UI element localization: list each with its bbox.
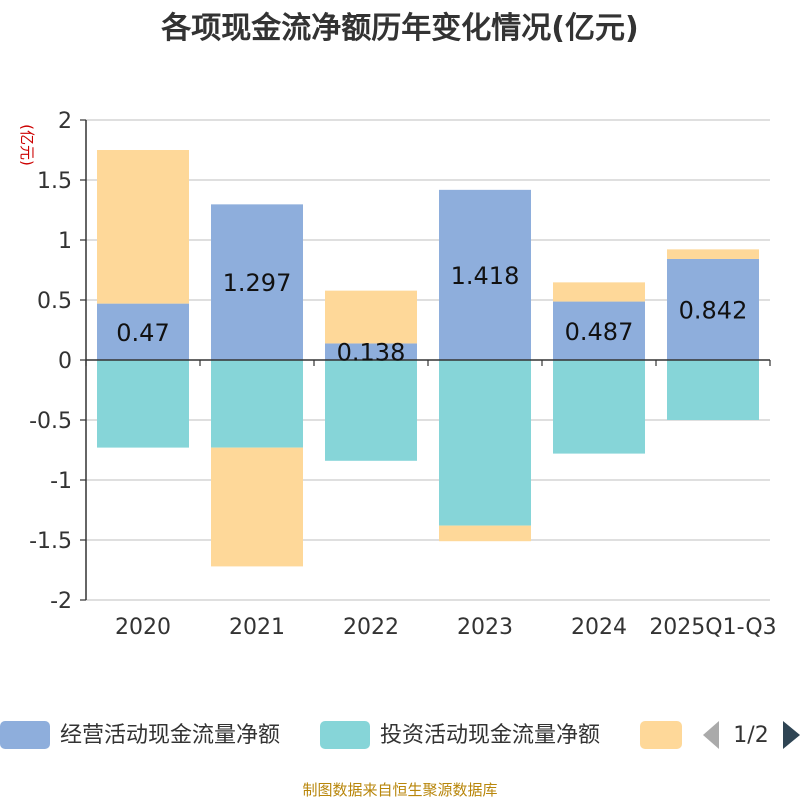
source-note: 制图数据来自恒生聚源数据库 bbox=[302, 781, 497, 799]
data-labels: 0.47 1.297 0.138 1.418 0.487 0.842 bbox=[116, 262, 747, 367]
bar-series0-2022[interactable] bbox=[325, 343, 417, 360]
x-tick-label: 2022 bbox=[343, 615, 399, 640]
triangle-right-icon[interactable] bbox=[783, 721, 800, 749]
y-tick-label: -1.5 bbox=[29, 529, 72, 554]
y-axis-unit: (亿元) bbox=[18, 124, 36, 166]
y-tick-label: 0.5 bbox=[37, 289, 72, 314]
data-label: 0.842 bbox=[679, 296, 748, 324]
bar-series1-2023[interactable] bbox=[439, 360, 531, 526]
x-tick-label: 2023 bbox=[457, 615, 513, 640]
x-tick-label: 2020 bbox=[115, 615, 171, 640]
y-tick-label: -0.5 bbox=[29, 409, 72, 434]
bar-series2-2022[interactable] bbox=[325, 290, 417, 344]
bar-series0-2024[interactable] bbox=[553, 301, 645, 360]
bar-series2-2021[interactable] bbox=[211, 447, 303, 567]
bar-series2-2020[interactable] bbox=[97, 150, 189, 304]
legend-label-operating[interactable]: 经营活动现金流量净额 bbox=[60, 723, 280, 748]
bar-series1-2021[interactable] bbox=[211, 360, 303, 448]
grid-lines bbox=[86, 119, 770, 601]
legend-swatch-operating[interactable] bbox=[0, 721, 50, 749]
y-tick-label: 1.5 bbox=[37, 169, 72, 194]
x-tick-label: 2021 bbox=[229, 615, 285, 640]
bar-series0-2023[interactable] bbox=[439, 189, 531, 360]
legend-swatch-financing[interactable] bbox=[640, 721, 682, 749]
bar-series1-2024[interactable] bbox=[553, 360, 645, 454]
y-tick-label: -1 bbox=[50, 469, 72, 494]
y-axis-ticks: 2 1.5 1 0.5 0 -0.5 -1 -1.5 -2 bbox=[29, 109, 86, 614]
data-label: 1.297 bbox=[223, 269, 292, 297]
bar-series2-2025Q1-Q3[interactable] bbox=[667, 249, 759, 259]
bar-series2-2023[interactable] bbox=[439, 525, 531, 542]
x-tick-label: 2025Q1-Q3 bbox=[649, 615, 776, 640]
legend-swatch-investing[interactable] bbox=[320, 721, 370, 749]
bar-series1-2022[interactable] bbox=[325, 360, 417, 461]
data-label: 1.418 bbox=[451, 262, 520, 290]
bar-series0-2021[interactable] bbox=[211, 204, 303, 360]
bar-series0-2025Q1-Q3[interactable] bbox=[667, 258, 759, 360]
x-axis-labels: 2020 2021 2022 2023 2024 2025Q1-Q3 bbox=[115, 615, 777, 640]
bar-series1-2025Q1-Q3[interactable] bbox=[667, 360, 759, 420]
axes bbox=[85, 120, 771, 600]
y-tick-label: 1 bbox=[58, 229, 72, 254]
y-tick-label: 2 bbox=[58, 109, 72, 134]
triangle-left-icon[interactable] bbox=[703, 721, 719, 749]
data-label: 0.138 bbox=[337, 339, 406, 367]
data-label: 0.47 bbox=[116, 319, 169, 347]
chart-title: 各项现金流净额历年变化情况(亿元) bbox=[160, 11, 638, 46]
bar-series0-2020[interactable] bbox=[97, 303, 189, 360]
bar-series2-2024[interactable] bbox=[553, 282, 645, 302]
x-tick-label: 2024 bbox=[571, 615, 627, 640]
y-tick-label: 0 bbox=[58, 349, 72, 374]
bar-series1-2020[interactable] bbox=[97, 360, 189, 448]
legend: 经营活动现金流量净额 投资活动现金流量净额 1/2 bbox=[0, 721, 800, 749]
legend-label-investing[interactable]: 投资活动现金流量净额 bbox=[380, 723, 600, 748]
y-tick-label: -2 bbox=[50, 589, 72, 614]
data-label: 0.487 bbox=[565, 318, 634, 346]
legend-page-indicator: 1/2 bbox=[733, 723, 768, 748]
bars bbox=[97, 150, 759, 567]
